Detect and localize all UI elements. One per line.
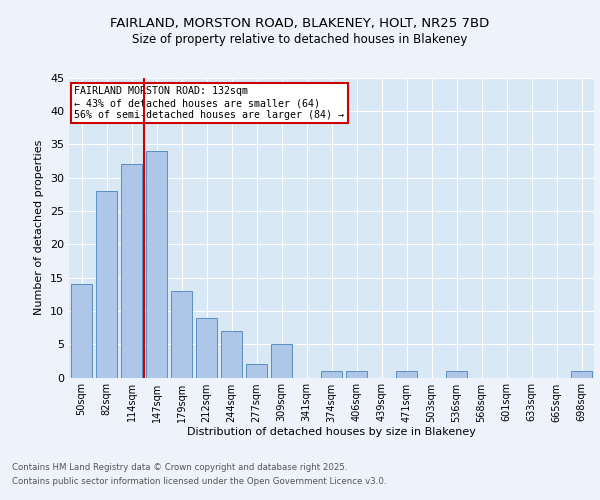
Bar [71,284,92,378]
Bar [196,318,217,378]
Bar [346,371,367,378]
Bar [271,344,292,378]
Bar [221,331,242,378]
Bar [121,164,142,378]
Text: FAIRLAND MORSTON ROAD: 132sqm
← 43% of detached houses are smaller (64)
56% of s: FAIRLAND MORSTON ROAD: 132sqm ← 43% of d… [74,86,344,120]
Bar [96,191,117,378]
Text: Contains public sector information licensed under the Open Government Licence v3: Contains public sector information licen… [12,477,386,486]
Text: FAIRLAND, MORSTON ROAD, BLAKENEY, HOLT, NR25 7BD: FAIRLAND, MORSTON ROAD, BLAKENEY, HOLT, … [110,18,490,30]
X-axis label: Distribution of detached houses by size in Blakeney: Distribution of detached houses by size … [187,428,476,438]
Bar [446,371,467,378]
Bar [396,371,417,378]
Text: Size of property relative to detached houses in Blakeney: Size of property relative to detached ho… [133,32,467,46]
Bar [171,291,192,378]
Y-axis label: Number of detached properties: Number of detached properties [34,140,44,315]
Bar [146,151,167,378]
Bar [571,371,592,378]
Text: Contains HM Land Registry data © Crown copyright and database right 2025.: Contains HM Land Registry data © Crown c… [12,464,347,472]
Bar [246,364,267,378]
Bar [321,371,342,378]
